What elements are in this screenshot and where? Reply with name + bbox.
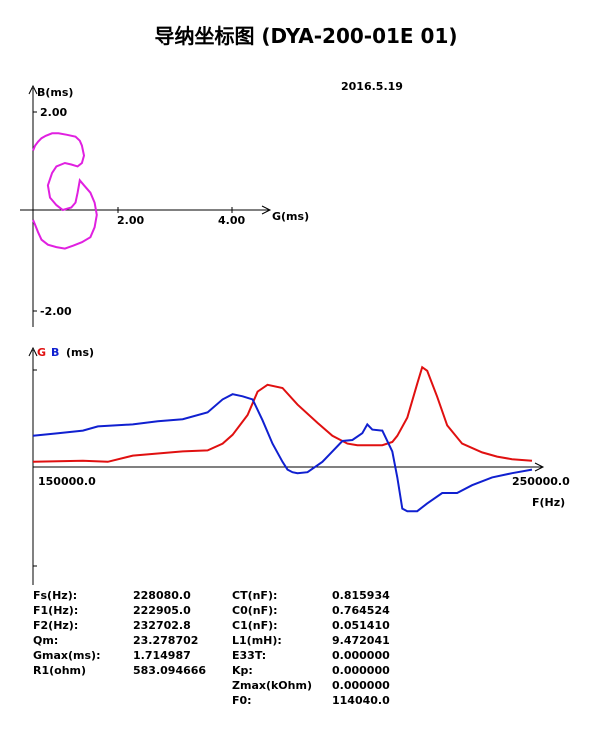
conductance-g-curve [32,365,533,463]
b-axis-label: B(ms) [37,86,73,99]
freq-y-axis-arrow [28,346,38,357]
param-label-kp: Kp: [232,664,253,677]
date-label: 2016.5.19 [341,80,403,93]
x-tick-label-2: 2.00 [117,214,144,227]
param-value-f1: 222905.0 [133,604,191,617]
freq-x-axis-label: F(Hz) [532,496,565,509]
param-value-qm: 23.278702 [133,634,199,647]
param-value-gmax: 1.714987 [133,649,191,662]
param-label-l1: L1(mH): [232,634,282,647]
g-axis-label: G(ms) [272,210,309,223]
param-value-r1: 583.094666 [133,664,207,677]
param-label-c0: C0(nF): [232,604,278,617]
param-label-r1: R1(ohm) [33,664,87,677]
param-value-zmax: 0.000000 [332,679,390,692]
param-value-e33t: 0.000000 [332,649,390,662]
susceptance-b-curve [32,393,533,513]
param-value-ct: 0.815934 [332,589,390,602]
param-value-kp: 0.000000 [332,664,390,677]
freq-x-tick-end: 250000.0 [512,475,570,488]
param-label-f1: F1(Hz): [33,604,79,617]
legend-b: B [51,346,59,359]
y-tick-label-bottom: -2.00 [40,305,72,318]
param-label-c1: C1(nF): [232,619,278,632]
y-tick-label-top: 2.00 [40,106,67,119]
g-axis-arrow [261,205,272,215]
param-label-f0: F0: [232,694,252,707]
param-label-gmax: Gmax(ms): [33,649,101,662]
freq-x-axis-arrow [534,462,545,472]
legend-unit: (ms) [66,346,94,359]
param-value-f2: 232702.8 [133,619,191,632]
param-value-f0: 114040.0 [332,694,390,707]
param-label-e33t: E33T: [232,649,267,662]
admittance-axes: B(ms) G(ms) 2.00 -2.00 2.00 4.00 [20,84,309,327]
admittance-circle-curve [32,132,98,250]
param-label-ct: CT(nF): [232,589,278,602]
x-tick-label-4: 4.00 [218,214,245,227]
param-label-qm: Qm: [33,634,59,647]
param-value-c1: 0.051410 [332,619,390,632]
param-value-c0: 0.764524 [332,604,390,617]
param-label-f2: F2(Hz): [33,619,79,632]
parameters-table: Fs(Hz): F1(Hz): F2(Hz): Qm: Gmax(ms): R1… [0,588,595,718]
legend-g: G [37,346,46,359]
param-value-fs: 228080.0 [133,589,191,602]
freq-x-tick-start: 150000.0 [38,475,96,488]
param-value-l1: 9.472041 [332,634,390,647]
frequency-axes: G B (ms) 150000.0 250000.0 F(Hz) [28,346,570,585]
b-axis-arrow [28,84,38,95]
param-label-fs: Fs(Hz): [33,589,78,602]
param-label-zmax: Zmax(kOhm) [232,679,312,692]
page-title: 导纳坐标图 (DYA-200-01E 01) [154,24,457,48]
